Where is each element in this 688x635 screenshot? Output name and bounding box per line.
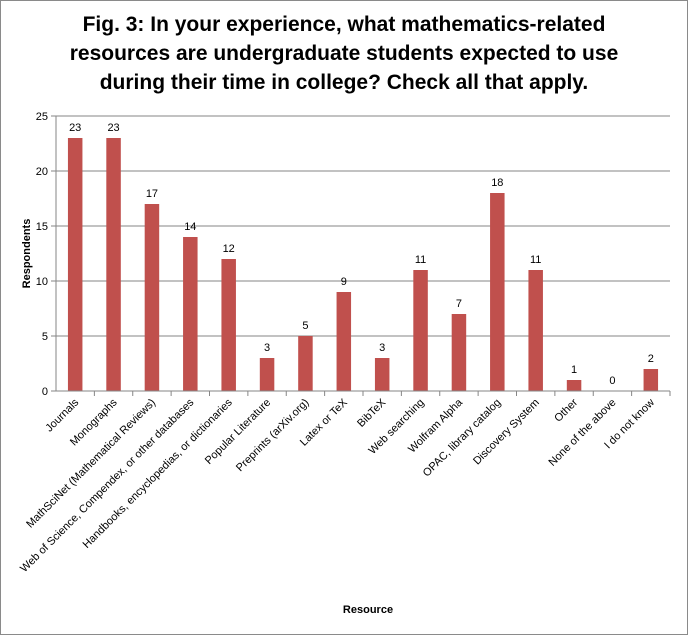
x-tick-label: BibTeX bbox=[355, 396, 389, 430]
gridlines bbox=[56, 115, 670, 337]
bar-value-label: 11 bbox=[530, 254, 541, 266]
bar bbox=[298, 336, 313, 391]
y-tick-label: 20 bbox=[36, 166, 48, 178]
bar bbox=[67, 138, 83, 391]
chart-title-line-2: resources are undergraduate students exp… bbox=[69, 42, 619, 65]
bar bbox=[106, 138, 121, 391]
x-tick-label: Journals bbox=[43, 396, 81, 434]
bar-value-label: 9 bbox=[341, 276, 347, 288]
bar bbox=[144, 204, 160, 391]
bar bbox=[490, 193, 505, 391]
x-tick-label: Web of Science, Compendex, or other data… bbox=[18, 396, 197, 575]
bar-value-label: 2 bbox=[648, 353, 654, 365]
bar-value-label: 11 bbox=[415, 254, 426, 266]
bar bbox=[566, 380, 582, 391]
x-tick-label: Popular Literature bbox=[203, 397, 273, 467]
x-tick-label: Discovery System bbox=[471, 397, 542, 468]
bar-value-label: 14 bbox=[184, 221, 196, 233]
bar-value-label: 23 bbox=[107, 122, 119, 134]
bar bbox=[221, 259, 236, 391]
bar bbox=[183, 237, 198, 391]
x-tick-label: Preprints (arXiv.org) bbox=[234, 397, 312, 475]
bar-value-label: 3 bbox=[379, 342, 385, 354]
bar-value-label: 5 bbox=[302, 320, 308, 332]
y-tick-label: 10 bbox=[36, 276, 48, 288]
axes bbox=[51, 115, 671, 396]
bar-value-label: 3 bbox=[264, 342, 270, 354]
bar-value-label: 18 bbox=[491, 177, 503, 189]
y-tick-label: 15 bbox=[36, 221, 48, 233]
bar bbox=[643, 369, 659, 391]
y-tick-label: 25 bbox=[36, 111, 48, 123]
bar bbox=[336, 292, 352, 391]
x-tick-label: None of the above bbox=[547, 397, 619, 469]
bar bbox=[374, 358, 390, 391]
y-tick-labels: 0 5 10 15 20 25 bbox=[36, 111, 48, 398]
bar bbox=[259, 358, 275, 391]
y-tick-label: 5 bbox=[42, 331, 48, 343]
chart-title-line-1: Fig. 3: In your experience, what mathema… bbox=[82, 13, 606, 36]
bars bbox=[67, 138, 659, 391]
bar-value-label: 1 bbox=[571, 364, 577, 376]
bar-value-label: 23 bbox=[69, 122, 81, 134]
bar bbox=[528, 270, 543, 391]
bar-value-label: 12 bbox=[223, 243, 235, 255]
chart-title: Fig. 3: In your experience, what mathema… bbox=[20, 10, 668, 97]
bar bbox=[413, 270, 428, 391]
chart-title-line-3: during their time in college? Check all … bbox=[99, 71, 589, 94]
bar-value-label: 17 bbox=[146, 188, 158, 200]
bar bbox=[451, 314, 467, 391]
x-tick-label: Other bbox=[552, 396, 580, 424]
x-axis-title: Resource bbox=[343, 604, 393, 616]
bar-value-label: 0 bbox=[609, 375, 615, 387]
y-tick-label: 0 bbox=[42, 386, 48, 398]
y-axis-title: Respondents bbox=[21, 219, 33, 289]
bar-value-label: 7 bbox=[456, 298, 462, 310]
